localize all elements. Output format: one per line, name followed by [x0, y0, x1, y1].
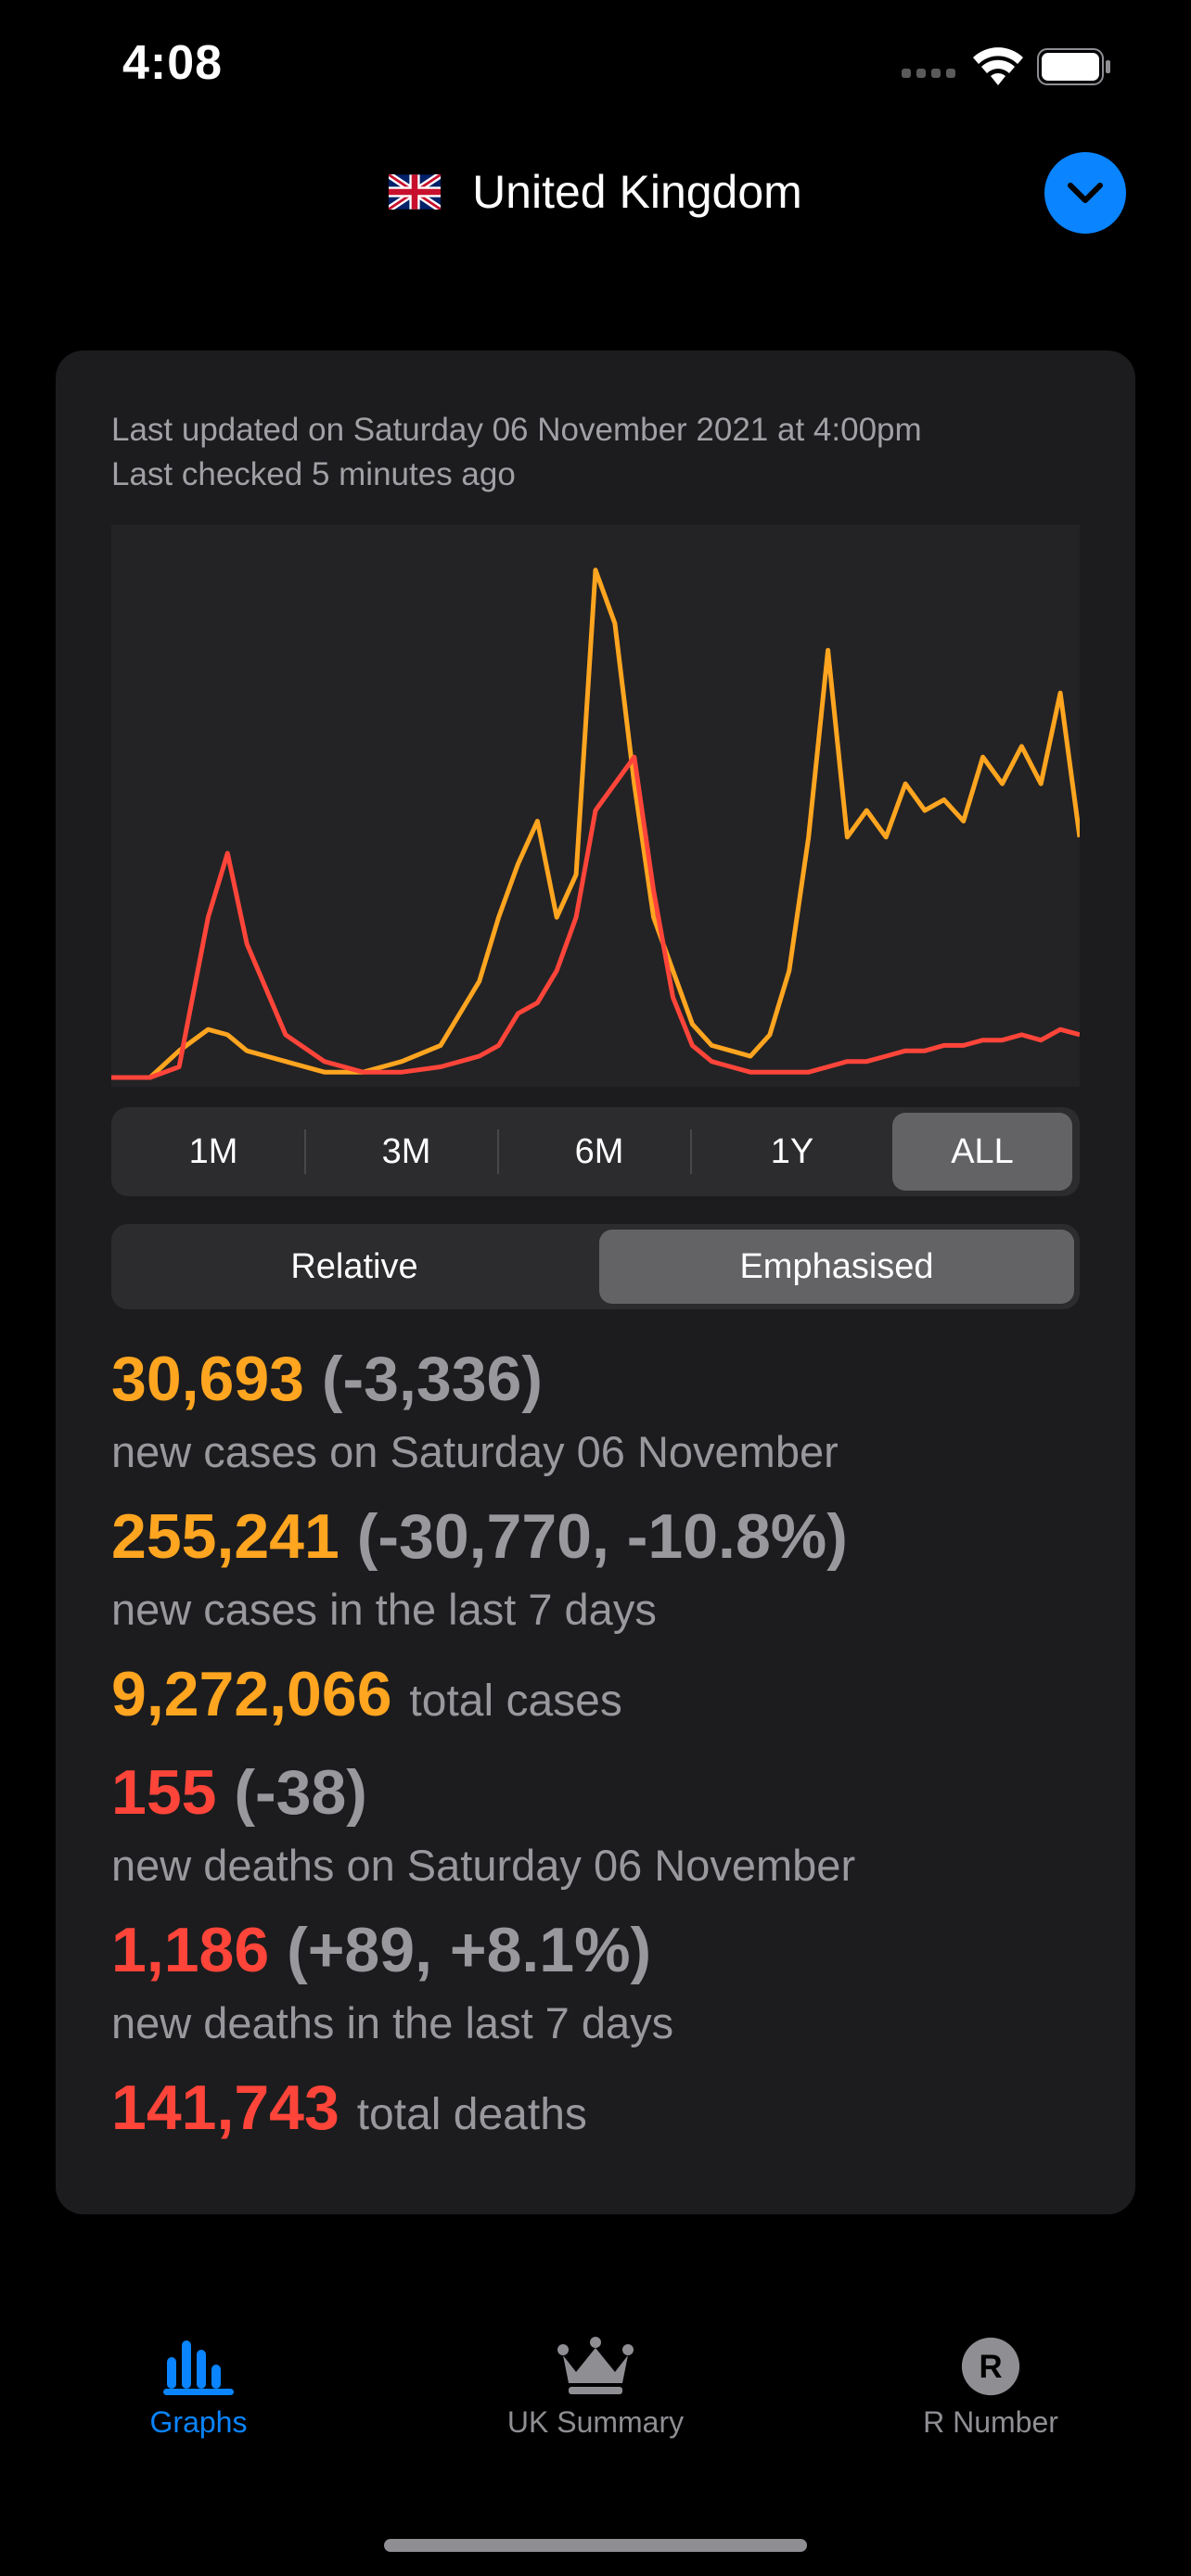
update-info: Last updated on Saturday 06 November 202…	[111, 408, 922, 497]
last-updated-text: Last updated on Saturday 06 November 202…	[111, 412, 922, 448]
mode-relative-button[interactable]: Relative	[290, 1247, 418, 1286]
battery-icon	[1037, 48, 1110, 85]
country-name: United Kingdom	[472, 166, 802, 218]
deaths-7d-value: 1,186	[111, 1915, 270, 1985]
segment-divider	[690, 1129, 692, 1174]
new-cases-value: 30,693	[111, 1344, 304, 1414]
cases-7d-delta: (-30,770, -10.8%)	[356, 1501, 848, 1572]
time-range-control: 1M 3M 6M 1Y ALL	[111, 1107, 1080, 1196]
deaths-7d-delta: (+89, +8.1%)	[287, 1915, 652, 1985]
total-deaths-label: total deaths	[356, 2090, 587, 2139]
svg-text:R: R	[979, 2350, 1002, 2385]
home-indicator	[384, 2539, 807, 2552]
deaths-7d-stat: 1,186 (+89, +8.1%)	[111, 1914, 651, 1986]
tab-uk-summary-label: UK Summary	[506, 2405, 685, 2439]
total-cases-label: total cases	[409, 1677, 622, 1726]
mode-emphasised-button[interactable]: Emphasised	[599, 1230, 1074, 1304]
uk-flag-icon	[389, 173, 442, 210]
segment-divider	[497, 1129, 499, 1174]
total-deaths-value: 141,743	[111, 2072, 339, 2143]
cases-7d-value: 255,241	[111, 1501, 339, 1572]
total-cases-value: 9,272,066	[111, 1659, 392, 1729]
bar-chart-icon	[163, 2340, 234, 2395]
display-mode-control: Relative Emphasised	[111, 1224, 1080, 1309]
country-dropdown-button[interactable]	[1044, 152, 1126, 234]
wifi-icon	[973, 47, 1023, 85]
cellular-signal-icon	[902, 69, 957, 82]
tab-graphs-label: Graphs	[149, 2405, 248, 2439]
last-checked-text: Last checked 5 minutes ago	[111, 456, 516, 492]
segment-divider	[304, 1129, 306, 1174]
tab-r-number[interactable]: R R Number	[852, 2337, 1130, 2440]
crown-icon	[557, 2337, 634, 2394]
tab-r-number-label: R Number	[923, 2405, 1058, 2439]
stats-card: Last updated on Saturday 06 November 202…	[56, 351, 1135, 2214]
new-deaths-delta: (-38)	[234, 1757, 367, 1828]
tab-graphs[interactable]: Graphs	[59, 2337, 338, 2440]
deaths-7d-label: new deaths in the last 7 days	[111, 1998, 674, 2047]
status-time: 4:08	[122, 36, 224, 90]
chart-series-0	[111, 567, 1080, 1080]
total-cases-stat: 9,272,066 total cases	[111, 1658, 622, 1730]
tab-uk-summary[interactable]: UK Summary	[456, 2337, 735, 2440]
new-deaths-value: 155	[111, 1757, 217, 1828]
new-cases-label: new cases on Saturday 06 November	[111, 1427, 839, 1476]
range-6m-button[interactable]: 6M	[574, 1132, 624, 1171]
cases-7d-stat: 255,241 (-30,770, -10.8%)	[111, 1500, 848, 1573]
status-bar: 4:08	[0, 0, 1191, 139]
new-deaths-stat: 155 (-38)	[111, 1756, 367, 1829]
r-circle-icon: R	[961, 2337, 1020, 2396]
header: United Kingdom	[0, 148, 1191, 241]
new-cases-stat: 30,693 (-3,336)	[111, 1343, 543, 1415]
chart-series-1	[111, 754, 1080, 1080]
new-deaths-label: new deaths on Saturday 06 November	[111, 1841, 856, 1890]
range-1m-button[interactable]: 1M	[188, 1132, 238, 1171]
range-1y-button[interactable]: 1Y	[770, 1132, 814, 1171]
range-3m-button[interactable]: 3M	[381, 1132, 431, 1171]
cases-deaths-chart[interactable]	[111, 525, 1080, 1087]
range-all-button[interactable]: ALL	[892, 1113, 1072, 1191]
country-selector[interactable]: United Kingdom	[0, 165, 1191, 219]
total-deaths-stat: 141,743 total deaths	[111, 2072, 587, 2144]
chevron-down-icon	[1068, 183, 1103, 203]
tab-bar: Graphs UK Summary R R Number	[0, 2337, 1191, 2522]
cases-7d-label: new cases in the last 7 days	[111, 1585, 657, 1634]
new-cases-delta: (-3,336)	[321, 1344, 543, 1414]
